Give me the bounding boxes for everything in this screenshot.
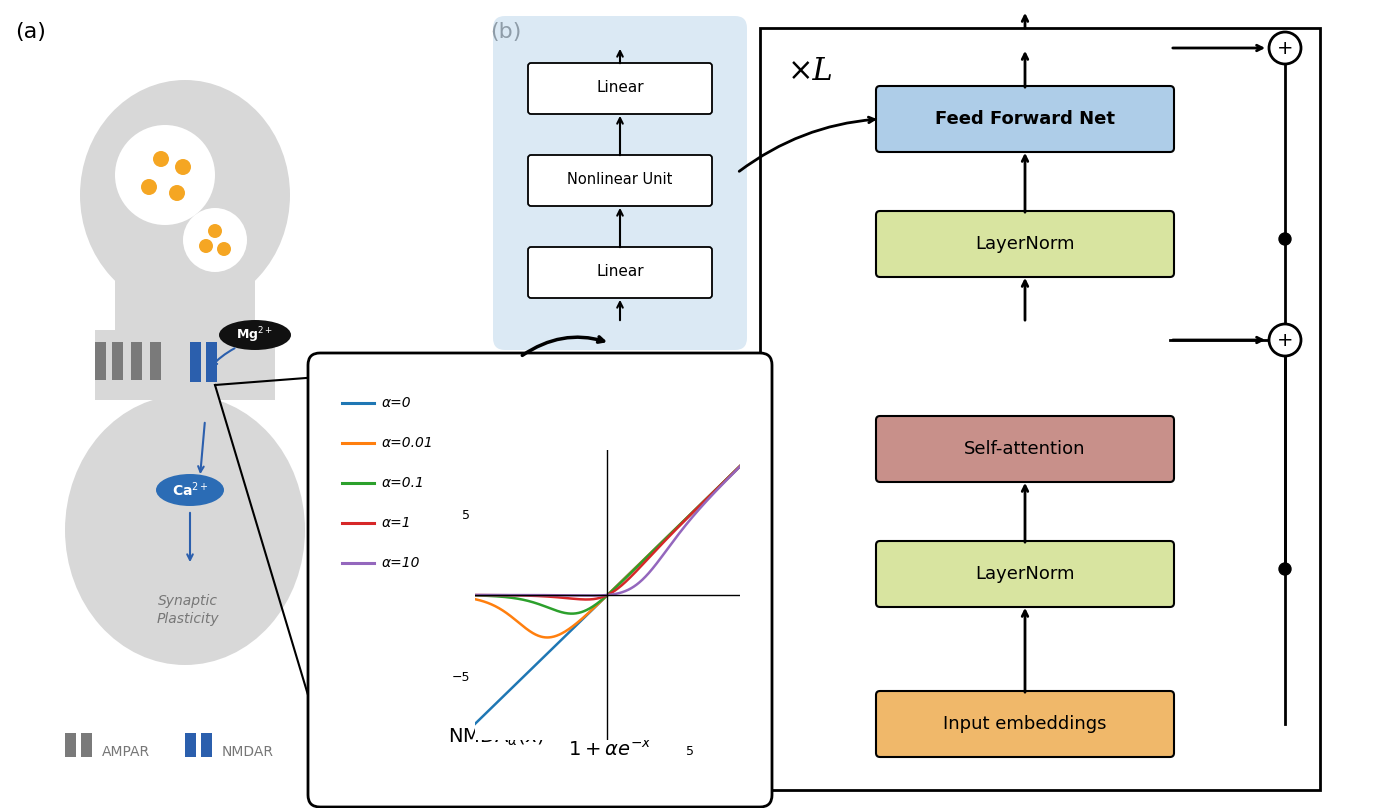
Bar	[95, 342, 106, 380]
Text: Linear: Linear	[596, 81, 644, 95]
Ellipse shape	[65, 395, 305, 665]
Circle shape	[1270, 32, 1301, 64]
FancyBboxPatch shape	[529, 247, 712, 298]
Text: +: +	[1276, 330, 1293, 350]
Polygon shape	[115, 270, 255, 340]
Text: AMPAR: AMPAR	[102, 745, 150, 759]
Ellipse shape	[219, 320, 291, 350]
Bar	[112, 342, 123, 380]
Bar	[201, 733, 213, 757]
Text: Input embeddings: Input embeddings	[944, 715, 1107, 733]
Text: α=0.01: α=0.01	[382, 436, 433, 450]
Bar	[81, 733, 92, 757]
Text: ×L: ×L	[788, 56, 834, 87]
Circle shape	[153, 151, 168, 167]
Text: +: +	[1276, 39, 1293, 57]
FancyBboxPatch shape	[876, 416, 1174, 482]
FancyBboxPatch shape	[493, 16, 747, 350]
Circle shape	[199, 239, 213, 253]
Bar	[150, 342, 161, 380]
Circle shape	[1270, 324, 1301, 356]
Circle shape	[141, 179, 157, 195]
Circle shape	[115, 125, 215, 225]
Bar	[65, 733, 76, 757]
Text: Nonlinear Unit: Nonlinear Unit	[567, 172, 672, 187]
Text: Feed Forward Net: Feed Forward Net	[936, 110, 1115, 128]
Text: LayerNorm: LayerNorm	[976, 235, 1075, 253]
Text: Self-attention: Self-attention	[965, 440, 1086, 458]
Polygon shape	[95, 330, 275, 400]
FancyBboxPatch shape	[876, 211, 1174, 277]
Circle shape	[1279, 233, 1292, 245]
Text: Mg$^{2+}$: Mg$^{2+}$	[236, 325, 273, 345]
Circle shape	[168, 185, 185, 201]
Text: α=1: α=1	[382, 516, 411, 530]
Ellipse shape	[80, 80, 290, 310]
Text: NMDAR: NMDAR	[222, 745, 275, 759]
Bar	[131, 342, 142, 380]
Text: Linear: Linear	[596, 264, 644, 280]
Bar	[190, 342, 201, 382]
FancyBboxPatch shape	[876, 86, 1174, 152]
FancyBboxPatch shape	[876, 541, 1174, 607]
Circle shape	[217, 242, 230, 256]
Circle shape	[208, 224, 222, 238]
Text: LayerNorm: LayerNorm	[976, 565, 1075, 583]
Text: α=10: α=10	[382, 556, 421, 570]
Text: α=0.1: α=0.1	[382, 476, 425, 490]
Text: (b): (b)	[490, 22, 522, 42]
FancyBboxPatch shape	[529, 63, 712, 114]
FancyBboxPatch shape	[308, 353, 771, 807]
Text: (a): (a)	[15, 22, 46, 42]
Circle shape	[1279, 563, 1292, 575]
Text: $\mathrm{NMDA}_\alpha(x) = \dfrac{x}{1 + \alpha e^{-x}}$: $\mathrm{NMDA}_\alpha(x) = \dfrac{x}{1 +…	[448, 722, 653, 758]
Ellipse shape	[156, 474, 224, 506]
Text: Synaptic
Plasticity: Synaptic Plasticity	[157, 594, 219, 626]
Text: α=0: α=0	[382, 396, 411, 410]
Bar	[185, 733, 196, 757]
Bar	[206, 342, 217, 382]
Bar	[760, 28, 1321, 790]
Circle shape	[184, 208, 247, 272]
FancyBboxPatch shape	[876, 691, 1174, 757]
Circle shape	[175, 159, 190, 175]
FancyBboxPatch shape	[529, 155, 712, 206]
Text: Ca$^{2+}$: Ca$^{2+}$	[171, 481, 208, 499]
